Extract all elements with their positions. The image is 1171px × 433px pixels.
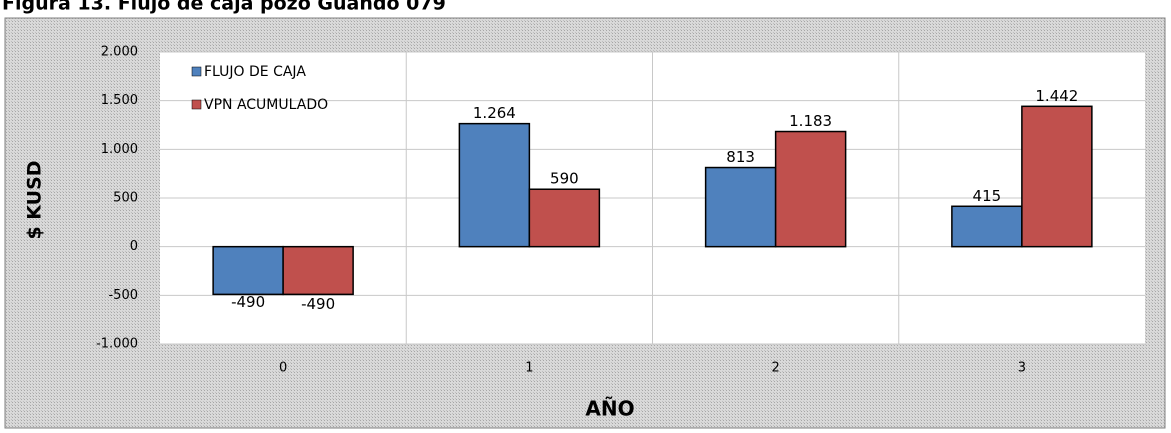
y-tick-label: 1.000: [101, 142, 138, 157]
bar: [458, 122, 531, 248]
y-tick-label: 0: [130, 239, 138, 254]
y-tick-label: 500: [113, 191, 138, 206]
y-tick-label: 2.000: [101, 45, 138, 60]
bar: [774, 130, 847, 248]
data-label: 1.442: [1035, 87, 1078, 105]
bar: [528, 188, 601, 248]
y-axis-label: $ KUSD: [24, 160, 46, 239]
bar: [1021, 105, 1093, 248]
x-tick-label: 1: [525, 361, 533, 376]
data-label: 1.183: [789, 112, 832, 130]
legend-swatch: [191, 99, 202, 110]
bar: [951, 205, 1023, 248]
bar: [212, 245, 284, 296]
legend-label: VPN ACUMULADO: [204, 97, 328, 113]
data-label: 415: [973, 187, 1002, 205]
y-tick-label: -500: [108, 288, 138, 303]
data-label: -490: [231, 293, 265, 311]
x-tick-label: 0: [279, 361, 287, 376]
y-tick-label: -1.000: [96, 337, 138, 352]
legend-label: FLUJO DE CAJA: [204, 64, 306, 80]
x-axis-label: AÑO: [585, 397, 634, 421]
chart-title: Figura 13. Flujo de caja pozo Guando 079: [2, 0, 446, 15]
bar: [282, 245, 354, 296]
x-tick-label: 2: [771, 361, 779, 376]
x-tick-label: 3: [1018, 361, 1026, 376]
y-tick-label: 1.500: [101, 93, 138, 108]
data-label: 1.264: [473, 104, 516, 122]
legend-swatch: [191, 66, 202, 77]
data-label: 590: [550, 170, 579, 188]
data-label: 813: [726, 148, 755, 166]
data-label: -490: [301, 295, 335, 313]
bar: [704, 166, 777, 248]
